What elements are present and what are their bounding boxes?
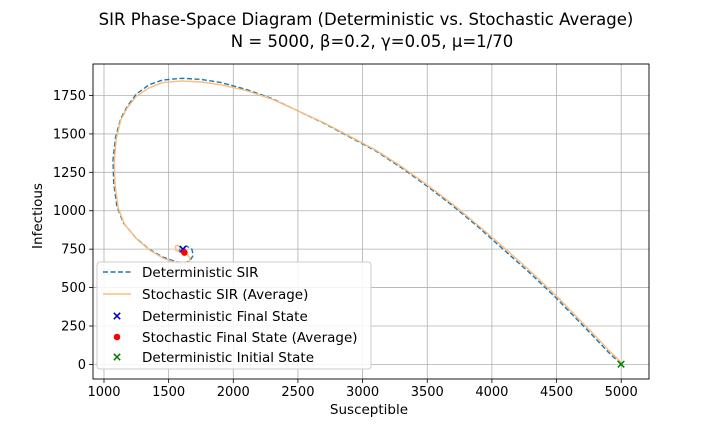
stochastic-final-state-average-marker (181, 249, 188, 256)
marker-stroke (113, 353, 121, 361)
legend-label: Stochastic Final State (Average) (142, 330, 358, 346)
y-tick-label: 0 (78, 358, 86, 373)
x-tick-label: 1000 (87, 385, 120, 400)
marker-stroke (617, 360, 625, 368)
x-tick-label: 4000 (475, 385, 508, 400)
y-tick-label: 1250 (53, 166, 86, 181)
y-tick-label: 1000 (53, 204, 86, 219)
y-axis-label: Infectious (30, 183, 46, 249)
y-axis-ticks: 0 250 500 750 1000 1250 1500 1750 (53, 89, 93, 373)
legend-label: Stochastic SIR (Average) (142, 287, 308, 303)
marker-stroke (179, 245, 187, 253)
y-tick-label: 500 (61, 281, 86, 296)
legend-label: Deterministic Final State (142, 309, 308, 325)
y-tick-label: 1500 (53, 127, 86, 142)
plot-markers (179, 245, 625, 368)
x-axis-ticks: 1000 1500 2000 2500 3000 3500 4000 4500 5000 (87, 379, 638, 400)
legend-box (96, 261, 372, 370)
series-line-deterministic (112, 77, 622, 365)
legend-label: Deterministic Initial State (142, 350, 314, 366)
legend-swatch-marker (113, 333, 121, 341)
legend-label: Deterministic SIR (142, 265, 259, 281)
chart-subtitle: N = 5000, β=0.2, γ=0.05, μ=1/70 (231, 32, 513, 51)
y-tick-label: 750 (61, 243, 86, 258)
x-tick-label: 1500 (152, 385, 185, 400)
y-tick-label: 1750 (53, 89, 86, 104)
x-tick-label: 3000 (346, 385, 379, 400)
x-tick-label: 3500 (411, 385, 444, 400)
plot-area-frame (92, 63, 650, 380)
marker-stroke (113, 312, 121, 320)
legend-swatch-marker (113, 312, 121, 320)
legend: Deterministic SIR Stochastic SIR (Average… (96, 261, 372, 370)
x-tick-label: 2000 (217, 385, 250, 400)
chart-title: SIR Phase-Space Diagram (Deterministic v… (99, 10, 634, 29)
x-tick-label: 2500 (281, 385, 314, 400)
x-tick-label: 4500 (540, 385, 573, 400)
x-axis-label: Susceptible (330, 402, 408, 418)
deterministic-initial-state-marker (617, 360, 625, 368)
y-tick-label: 250 (61, 319, 86, 334)
x-tick-label: 5000 (605, 385, 638, 400)
legend-swatch-marker (113, 353, 121, 361)
